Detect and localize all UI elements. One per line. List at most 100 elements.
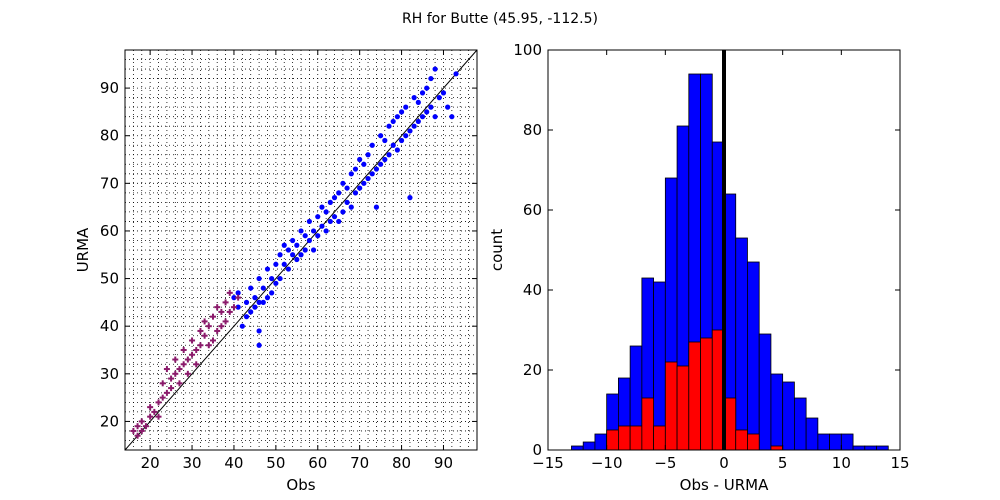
scatter-point (218, 323, 225, 330)
scatter-x-tick-label: 60 (308, 454, 327, 472)
scatter-point (294, 242, 300, 248)
scatter-point (256, 299, 262, 305)
histogram-bar (688, 341, 701, 451)
scatter-y-tick-label: 50 (100, 270, 119, 288)
histogram-x-tick-label: 15 (890, 454, 909, 472)
scatter-point (445, 104, 451, 110)
scatter-point (373, 204, 380, 210)
scatter-point (428, 75, 434, 82)
scatter-point (365, 152, 371, 158)
scatter-point (382, 137, 388, 144)
scatter-point (323, 228, 329, 234)
scatter-point (403, 133, 409, 139)
scatter-point (403, 104, 409, 110)
scatter-point (248, 285, 254, 291)
histogram-bar (864, 445, 877, 451)
scatter-point (281, 261, 287, 267)
scatter-point (260, 285, 266, 291)
scatter-point (357, 156, 363, 163)
histogram-bar (758, 333, 772, 451)
scatter-reference-line (124, 49, 478, 451)
scatter-point (302, 233, 308, 239)
scatter-point (352, 166, 359, 172)
scatter-point (239, 323, 245, 329)
scatter-point (361, 180, 367, 186)
scatter-point (155, 413, 162, 420)
histogram-bar (782, 381, 795, 451)
scatter-point (340, 209, 346, 215)
scatter-point (260, 299, 266, 305)
scatter-y-tick-label: 20 (100, 412, 119, 430)
scatter-point (440, 90, 447, 96)
scatter-point (243, 314, 250, 320)
scatter-point (436, 95, 442, 101)
scatter-point (340, 180, 346, 186)
scatter-point (344, 185, 350, 191)
scatter-point (176, 380, 183, 387)
scatter-point (184, 356, 191, 363)
scatter-point (184, 370, 191, 377)
scatter-y-tick-label: 70 (100, 174, 119, 192)
scatter-point (205, 342, 212, 349)
scatter-point (453, 71, 459, 77)
scatter-point (168, 385, 175, 392)
scatter-point (369, 171, 375, 177)
scatter-point (407, 195, 413, 201)
histogram-bar (641, 397, 654, 451)
scatter-point (172, 356, 179, 363)
scatter-x-tick-label: 90 (434, 454, 453, 472)
scatter-point (310, 228, 317, 234)
scatter-point (264, 266, 271, 272)
scatter-x-tick-label: 70 (350, 454, 369, 472)
histogram-bar (794, 397, 807, 451)
scatter-point (168, 375, 175, 382)
scatter-point (365, 175, 371, 182)
scatter-y-tick-label: 90 (100, 79, 119, 97)
histogram-bar (735, 429, 748, 451)
scatter-point (319, 204, 325, 210)
scatter-point (134, 432, 141, 439)
scatter-point (415, 99, 421, 105)
scatter-point (432, 66, 438, 72)
scatter-point (369, 142, 375, 148)
scatter-x-tick-label: 20 (141, 454, 160, 472)
histogram-bar (770, 445, 784, 451)
histogram-bar (700, 337, 713, 451)
histogram-bar (876, 445, 889, 451)
scatter-frame (124, 49, 478, 451)
scatter-point (189, 351, 196, 358)
scatter-point (226, 308, 233, 315)
scatter-point (407, 128, 413, 134)
histogram-bar (676, 365, 690, 451)
scatter-point (210, 313, 216, 320)
histogram-bar (653, 425, 666, 451)
histogram-x-axis-label: Obs - URMA (680, 476, 769, 494)
scatter-point (398, 137, 405, 144)
scatter-point (302, 247, 308, 253)
scatter-point (411, 123, 417, 129)
histogram-bar (817, 433, 830, 451)
scatter-point (180, 347, 187, 353)
scatter-point (248, 309, 254, 315)
scatter-point (357, 185, 363, 191)
scatter-point (411, 95, 417, 101)
scatter-point (256, 275, 262, 282)
scatter-point (273, 261, 279, 267)
histogram-y-tick-label: 80 (523, 121, 542, 139)
scatter-point (218, 308, 225, 315)
scatter-point (235, 290, 241, 296)
scatter-point (226, 289, 233, 296)
scatter-point (210, 337, 216, 344)
histogram-x-tick-label: 10 (832, 454, 851, 472)
scatter-point (415, 118, 421, 125)
scatter-point (222, 318, 229, 325)
scatter-point (390, 118, 396, 125)
histogram-bar (852, 445, 866, 451)
scatter-point (252, 304, 258, 310)
scatter-point (348, 204, 354, 210)
histogram-bar (747, 433, 760, 451)
scatter-point (201, 318, 208, 325)
histogram-y-tick-label: 20 (523, 361, 542, 379)
scatter-point (193, 361, 200, 368)
